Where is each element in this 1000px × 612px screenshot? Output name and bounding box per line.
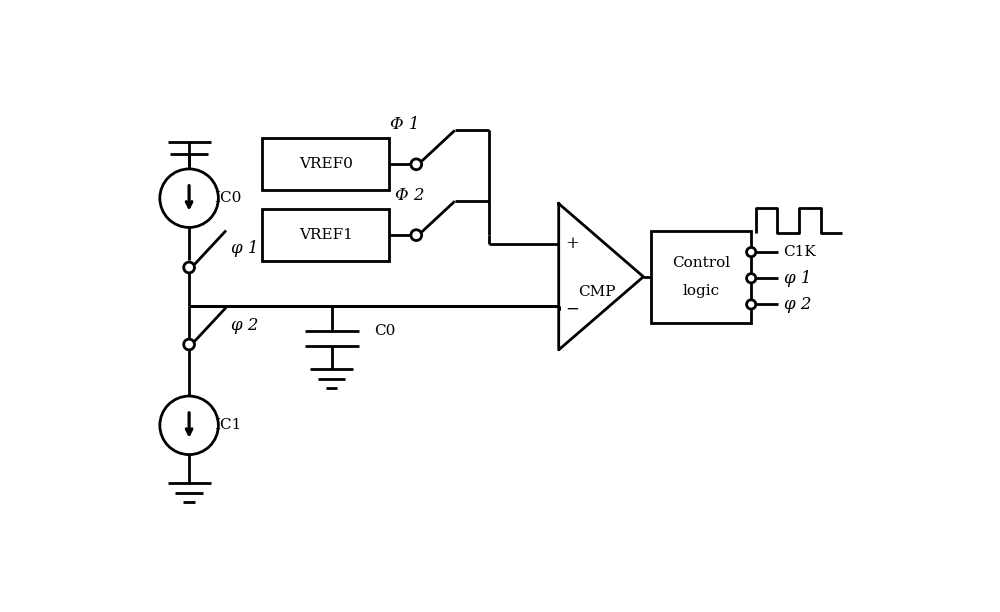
Circle shape — [184, 262, 194, 273]
Bar — [651, 231, 751, 323]
Text: logic: logic — [683, 283, 720, 297]
Text: −: − — [566, 301, 579, 318]
Bar — [262, 138, 389, 190]
Text: φ 2: φ 2 — [784, 296, 811, 313]
Circle shape — [160, 169, 218, 228]
Circle shape — [411, 159, 422, 170]
Circle shape — [747, 274, 756, 283]
Text: +: + — [566, 235, 579, 252]
Text: IC0: IC0 — [214, 191, 241, 205]
Text: Φ 2: Φ 2 — [395, 187, 425, 204]
Text: CMP: CMP — [578, 285, 616, 299]
Text: Φ 1: Φ 1 — [390, 116, 419, 133]
Circle shape — [747, 300, 756, 309]
Text: φ 1: φ 1 — [784, 270, 811, 287]
Text: C0: C0 — [374, 324, 395, 338]
Circle shape — [411, 230, 422, 241]
Bar — [262, 209, 389, 261]
Text: VREF0: VREF0 — [299, 157, 353, 171]
Text: VREF1: VREF1 — [299, 228, 353, 242]
Text: IC1: IC1 — [214, 419, 241, 432]
Text: Control: Control — [672, 256, 730, 270]
Circle shape — [184, 339, 194, 350]
Circle shape — [160, 396, 218, 455]
Text: φ 1: φ 1 — [231, 240, 259, 256]
Text: C1K: C1K — [784, 245, 816, 259]
Circle shape — [747, 247, 756, 256]
Text: φ 2: φ 2 — [231, 317, 259, 334]
